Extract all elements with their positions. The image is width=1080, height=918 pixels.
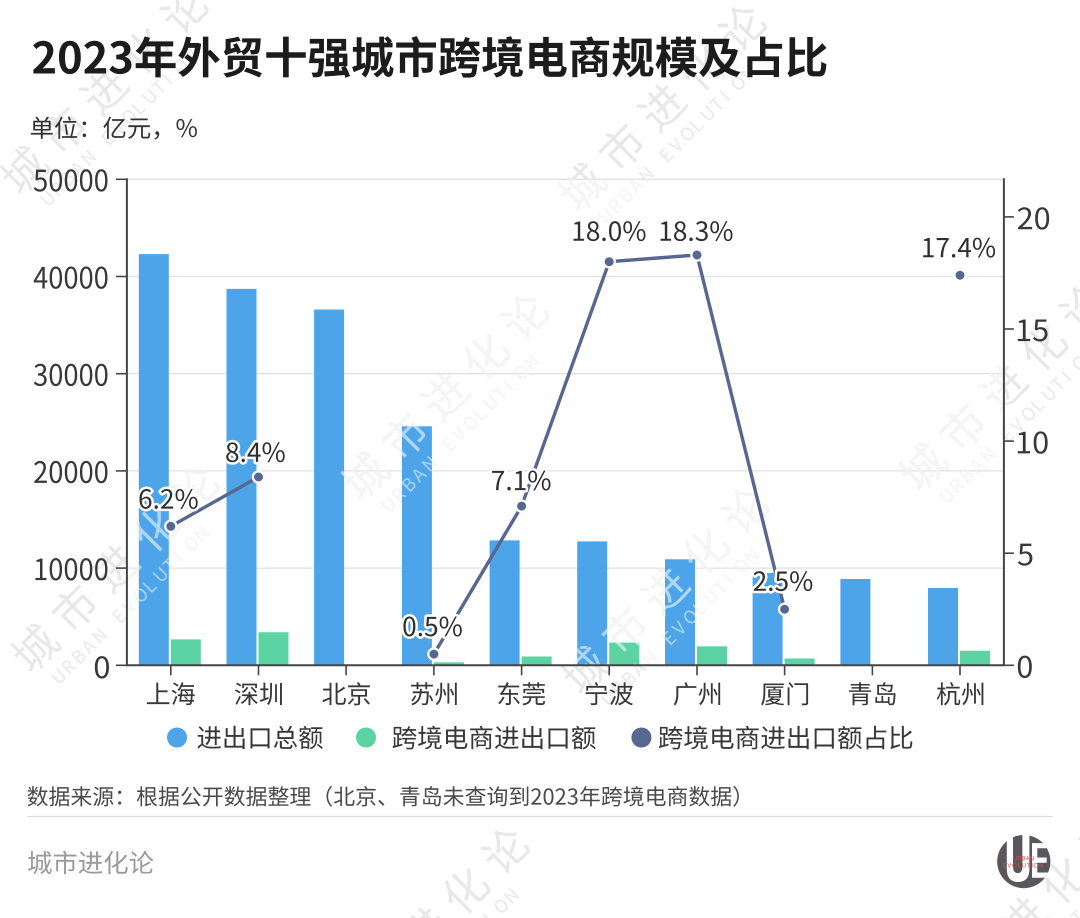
svg-text:EVOLUTION: EVOLUTION <box>1003 864 1045 870</box>
svg-text:URBAN: URBAN <box>1013 857 1034 863</box>
